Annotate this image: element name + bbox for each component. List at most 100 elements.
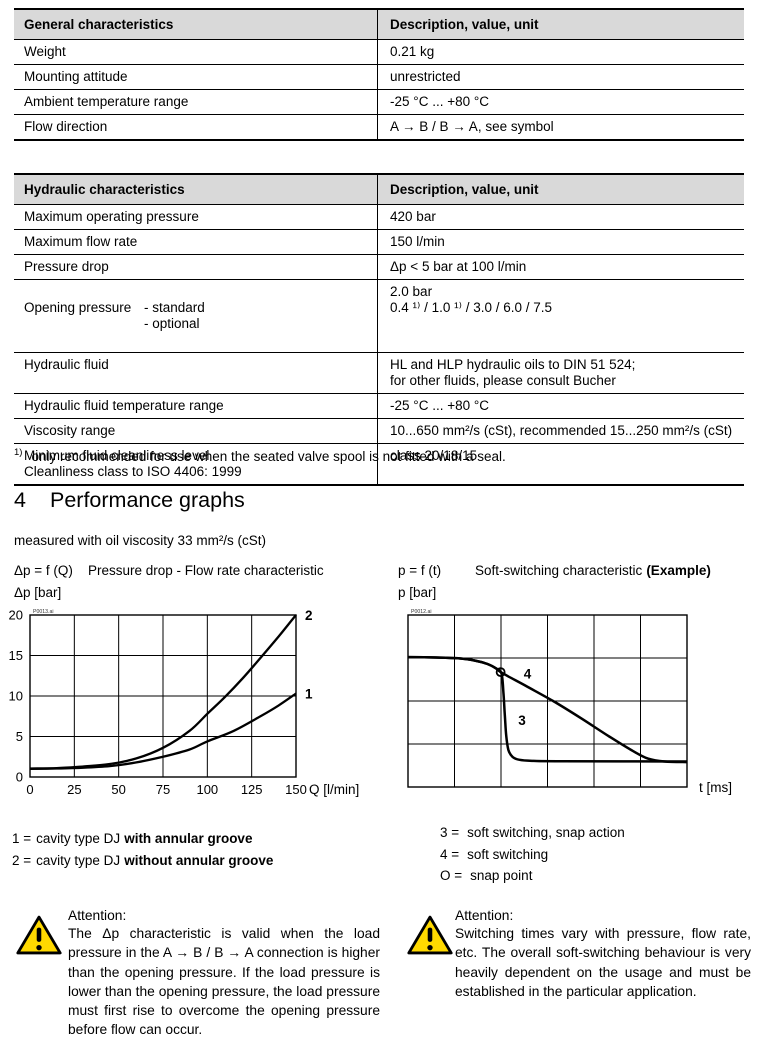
row-value: A → B / B → A, see symbol (377, 114, 744, 141)
switching-chart-title: Soft-switching characteristic (475, 563, 643, 578)
row-label: Weight (14, 39, 378, 65)
pressure-chart-title: Pressure drop - Flow rate characteristic (88, 563, 324, 578)
table-row: Ambient temperature range -25 °C ... +80… (14, 89, 744, 115)
legend-text: cavity type DJ (36, 852, 121, 868)
attention-text: Switching times vary with pressure, flow… (455, 926, 751, 999)
table-header-row: Hydraulic characteristics Description, v… (14, 174, 744, 205)
svg-text:t [ms]: t [ms] (699, 780, 732, 795)
pressure-chart-legend: 1 = cavity type DJ with annular groove 2 =… (12, 828, 273, 871)
table-row: Viscosity range 10...650 mm²/s (cSt), re… (14, 418, 744, 444)
table-row: Minimum fluid cleanliness level Cleanlin… (14, 443, 744, 486)
legend-item: 2 = cavity type DJ without annular groove (12, 850, 273, 872)
switching-chart-legend: 3 = soft switching, snap action 4 = soft s… (440, 822, 625, 887)
footnote-marker: 1) (14, 447, 23, 458)
soft-switching-chart: t [ms] P0012.ai 4 3 (407, 609, 732, 795)
table-row: Hydraulic fluid HL and HLP hydraulic oil… (14, 352, 744, 394)
pressure-drop-chart: 0 25 50 75 100 125 150 0 5 10 15 20 Q [l/min] P0013.a… (9, 608, 360, 798)
legend-text: snap point (470, 868, 533, 883)
legend-item: 3 = soft switching, snap action (440, 822, 625, 844)
row-value: class 20/18/15 (377, 443, 744, 486)
table-row: Weight 0.21 kg (14, 39, 744, 65)
svg-text:4: 4 (524, 667, 532, 682)
table-header-row: General characteristics Description, val… (14, 9, 744, 40)
curve-3 (407, 655, 688, 763)
table-row: Mounting attitude unrestricted (14, 64, 744, 90)
table-row: Maximum flow rate 150 l/min (14, 229, 744, 255)
footnote-text: only recommended for use when the seated… (31, 448, 506, 464)
row-label: Flow direction (14, 114, 378, 141)
attention-title: Attention: (455, 908, 514, 923)
svg-text:0: 0 (16, 770, 23, 785)
legend-key: 2 = (12, 852, 32, 868)
svg-text:25: 25 (67, 782, 81, 797)
row-value: 2.0 bar 0.4 ¹⁾ / 1.0 ¹⁾ / 3.0 / 6.0 / 7.… (377, 279, 744, 353)
table-row: Hydraulic fluid temperature range -25 °C… (14, 393, 744, 419)
row-label: Hydraulic fluid (14, 352, 378, 394)
legend-text-bold: with annular groove (124, 831, 253, 846)
legend-text: soft switching (467, 846, 549, 862)
attention-title: Attention: (68, 908, 127, 923)
switching-chart-formula: p = f (t) (398, 563, 442, 578)
row-value: unrestricted (377, 64, 744, 90)
row-label: Opening pressure - standard - optional (14, 279, 378, 353)
svg-text:0: 0 (26, 782, 33, 797)
row-value: -25 °C ... +80 °C (377, 89, 744, 115)
switching-chart-title-suffix: (Example) (646, 563, 711, 578)
row-sublabels: - standard - optional (144, 300, 205, 331)
column-header: Description, value, unit (377, 174, 744, 205)
attention-text: The Δp characteristic is valid when the … (68, 926, 380, 1038)
warning-triangle-icon (16, 915, 62, 955)
svg-text:P0013.ai: P0013.ai (33, 609, 53, 615)
pressure-chart-heading: Δp = f (Q) Pressure drop - Flow rate char… (14, 563, 324, 578)
switching-chart-heading: p = f (t) Soft-switching characteristic (E… (398, 563, 711, 578)
svg-text:100: 100 (196, 782, 218, 797)
row-label-text: Opening pressure (24, 300, 132, 315)
column-header: Description, value, unit (377, 9, 744, 40)
row-label: Ambient temperature range (14, 89, 378, 115)
legend-text-bold: without annular groove (124, 852, 274, 868)
svg-text:2: 2 (305, 608, 313, 623)
switching-chart-ylabel: p [bar] (398, 585, 437, 600)
legend-key: O = (440, 868, 463, 883)
table-row: Flow direction A → B / B → A, see symbol (14, 114, 744, 141)
legend-key: 4 = (440, 846, 460, 862)
section-number: 4 (14, 488, 26, 512)
row-label: Maximum flow rate (14, 229, 378, 255)
legend-item: 1 = cavity type DJ with annular groove (12, 828, 273, 850)
row-value: 150 l/min (377, 229, 744, 255)
section-heading: 4 Performance graphs (14, 488, 245, 513)
column-header: Hydraulic characteristics (14, 174, 378, 205)
row-value: Δp < 5 bar at 100 l/min (377, 254, 744, 280)
row-value: HL and HLP hydraulic oils to DIN 51 524;… (377, 352, 744, 394)
svg-text:15: 15 (9, 648, 23, 663)
row-label: Minimum fluid cleanliness level Cleanlin… (14, 443, 378, 486)
row-label: Hydraulic fluid temperature range (14, 393, 378, 419)
hydraulic-characteristics-table: Hydraulic characteristics Description, v… (14, 173, 744, 486)
pressure-chart-ylabel: Δp [bar] (14, 585, 62, 600)
svg-text:50: 50 (111, 782, 125, 797)
svg-text:P0012.ai: P0012.ai (411, 609, 431, 615)
row-label: Maximum operating pressure (14, 204, 378, 230)
svg-text:125: 125 (241, 782, 263, 797)
attention-block-right: Attention: Switching times vary with pre… (393, 908, 751, 1001)
attention-block-left: Attention: The Δp characteristic is vali… (14, 908, 380, 1040)
svg-text:3: 3 (518, 713, 526, 728)
svg-text:75: 75 (156, 782, 170, 797)
legend-key: 1 = (12, 831, 32, 846)
footnote: 1) only recommended for use when the seat… (14, 447, 506, 464)
column-header: General characteristics (14, 9, 378, 40)
pressure-chart-formula: Δp = f (Q) (14, 563, 73, 578)
svg-text:20: 20 (9, 608, 23, 623)
measurement-note: measured with oil viscosity 33 mm²/s (cS… (14, 533, 267, 548)
section-title: Performance graphs (50, 488, 245, 512)
row-value: -25 °C ... +80 °C (377, 393, 744, 419)
svg-text:1: 1 (305, 687, 313, 702)
svg-text:5: 5 (16, 729, 23, 744)
row-value: 0.21 kg (377, 39, 744, 65)
table-row: Pressure drop Δp < 5 bar at 100 l/min (14, 254, 744, 280)
legend-item: 4 = soft switching (440, 844, 625, 866)
svg-text:Q [l/min]: Q [l/min] (309, 782, 359, 797)
general-characteristics-table: General characteristics Description, val… (14, 8, 744, 141)
table-row: Maximum operating pressure 420 bar (14, 204, 744, 230)
